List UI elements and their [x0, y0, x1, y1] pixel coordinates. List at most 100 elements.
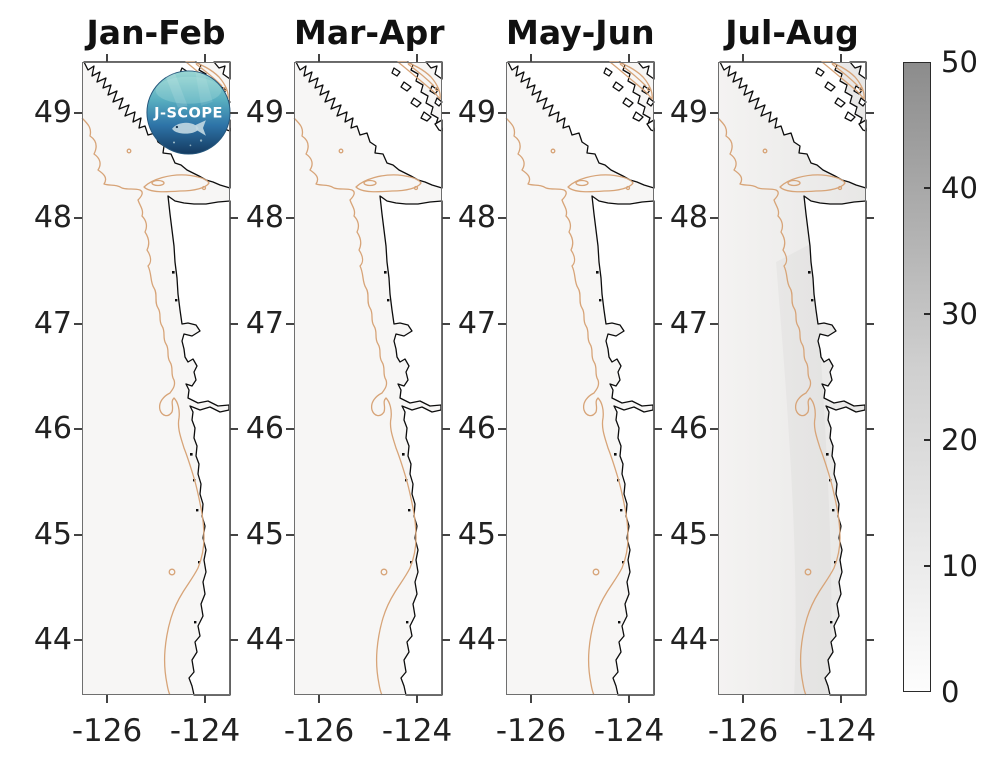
colorbar	[903, 62, 931, 692]
lon-tick-top	[106, 54, 108, 62]
lon-tick-label: -126	[283, 713, 355, 749]
lat-tick-label: 44	[457, 622, 496, 657]
lon-tick-top	[204, 54, 206, 62]
lat-tick-right	[442, 323, 450, 325]
lat-tick-right	[654, 217, 662, 219]
jscope-logo: J-SCOPE	[146, 70, 231, 155]
lat-tick-left	[710, 534, 718, 536]
lon-tick-label: -126	[71, 713, 143, 749]
lat-tick-label: 46	[245, 411, 284, 446]
lat-tick-left	[286, 323, 294, 325]
colorbar-tick-label: 50	[941, 45, 978, 79]
panel-title-may-jun: May-Jun	[506, 13, 655, 52]
lat-tick-right	[654, 323, 662, 325]
lat-tick-right	[866, 428, 874, 430]
lat-tick-left	[74, 639, 82, 641]
lat-tick-label: 48	[33, 200, 72, 235]
lat-tick-left	[74, 534, 82, 536]
lat-tick-left	[498, 534, 506, 536]
lat-tick-right	[654, 428, 662, 430]
lat-tick-label: 49	[33, 95, 72, 130]
lat-tick-label: 49	[457, 95, 496, 130]
lon-tick-bottom	[106, 695, 108, 703]
lat-tick-left	[498, 428, 506, 430]
lat-tick-left	[710, 639, 718, 641]
lon-tick-label: -124	[169, 713, 241, 749]
lat-tick-left	[498, 323, 506, 325]
lon-tick-bottom	[530, 695, 532, 703]
colorbar-tick	[924, 187, 931, 189]
lat-tick-right	[442, 639, 450, 641]
lat-tick-label: 46	[457, 411, 496, 446]
lat-tick-label: 47	[33, 306, 72, 341]
lat-tick-right	[866, 534, 874, 536]
lon-tick-top	[416, 54, 418, 62]
lon-tick-bottom	[318, 695, 320, 703]
lat-tick-right	[230, 428, 238, 430]
lat-tick-right	[230, 534, 238, 536]
lat-tick-label: 48	[669, 200, 708, 235]
lat-tick-right	[230, 639, 238, 641]
lat-tick-left	[498, 217, 506, 219]
lat-tick-right	[866, 112, 874, 114]
lon-tick-top	[530, 54, 532, 62]
lat-tick-right	[654, 639, 662, 641]
lat-tick-left	[710, 112, 718, 114]
lon-tick-label: -126	[495, 713, 567, 749]
lat-tick-right	[442, 428, 450, 430]
lon-tick-bottom	[840, 695, 842, 703]
lat-tick-left	[498, 639, 506, 641]
colorbar-tick-label: 30	[941, 297, 978, 331]
lat-tick-left	[74, 112, 82, 114]
lon-tick-bottom	[204, 695, 206, 703]
lat-tick-label: 48	[457, 200, 496, 235]
map-panel-jul-aug	[717, 61, 867, 696]
colorbar-tick-label: 20	[941, 423, 978, 457]
colorbar-tick	[924, 439, 931, 441]
lat-tick-label: 49	[669, 95, 708, 130]
lat-tick-right	[866, 217, 874, 219]
panel-title-jul-aug: Jul-Aug	[725, 13, 859, 52]
lat-tick-label: 44	[245, 622, 284, 657]
lat-tick-label: 45	[669, 517, 708, 552]
lat-tick-label: 47	[245, 306, 284, 341]
lat-tick-left	[286, 112, 294, 114]
fish-icon	[172, 120, 206, 136]
lat-tick-left	[74, 428, 82, 430]
lat-tick-left	[710, 217, 718, 219]
lon-tick-bottom	[742, 695, 744, 703]
lon-tick-bottom	[628, 695, 630, 703]
panel-title-mar-apr: Mar-Apr	[294, 13, 445, 52]
lat-tick-left	[286, 217, 294, 219]
map-panel-mar-apr	[293, 61, 443, 696]
lat-tick-left	[710, 428, 718, 430]
lat-tick-label: 47	[457, 306, 496, 341]
colorbar-tick	[924, 313, 931, 315]
colorbar-tick-label: 0	[941, 675, 960, 709]
lat-tick-right	[442, 217, 450, 219]
lat-tick-left	[74, 323, 82, 325]
lat-tick-right	[654, 534, 662, 536]
lat-tick-left	[286, 639, 294, 641]
lat-tick-label: 45	[33, 517, 72, 552]
lon-tick-label: -124	[593, 713, 665, 749]
lon-tick-bottom	[416, 695, 418, 703]
lon-tick-top	[318, 54, 320, 62]
panel-title-jan-feb: Jan-Feb	[86, 13, 226, 52]
colorbar-tick	[924, 565, 931, 567]
lon-tick-label: -126	[707, 713, 779, 749]
lon-tick-label: -124	[381, 713, 453, 749]
lat-tick-right	[654, 112, 662, 114]
lat-tick-label: 48	[245, 200, 284, 235]
colorbar-tick-label: 40	[941, 171, 978, 205]
lat-tick-label: 46	[669, 411, 708, 446]
lat-tick-label: 45	[245, 517, 284, 552]
lat-tick-left	[286, 534, 294, 536]
lat-tick-label: 44	[33, 622, 72, 657]
lat-tick-label: 46	[33, 411, 72, 446]
lon-tick-top	[840, 54, 842, 62]
lat-tick-left	[498, 112, 506, 114]
lat-tick-right	[442, 534, 450, 536]
lat-tick-right	[866, 323, 874, 325]
lat-tick-left	[74, 217, 82, 219]
